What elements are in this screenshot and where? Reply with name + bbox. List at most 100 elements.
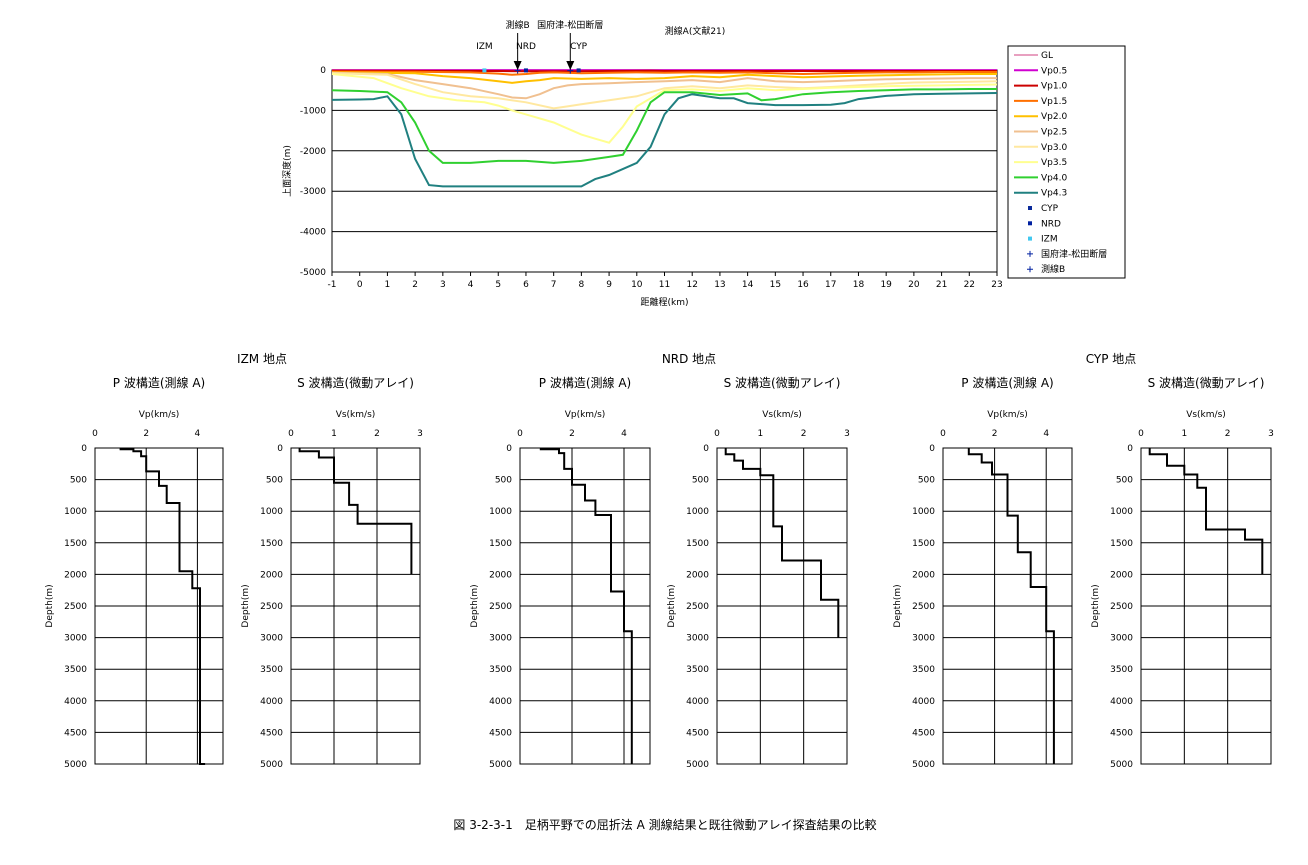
annotation-label: IZM (476, 42, 493, 52)
panel-x-axis-label: Vp(km/s) (565, 410, 606, 420)
series-line (332, 74, 997, 143)
panel-x-axis-label: Vp(km/s) (139, 410, 180, 420)
x-tick-label: 1 (385, 280, 391, 290)
panel-x-tick-label: 3 (844, 429, 850, 439)
legend-label: Vp1.0 (1041, 82, 1067, 92)
legend-label: GL (1041, 51, 1053, 61)
x-tick-label: 8 (579, 280, 585, 290)
panel-x-tick-label: 2 (569, 429, 575, 439)
panel-x-tick-label: 0 (1138, 429, 1144, 439)
x-tick-label: 7 (551, 280, 557, 290)
panel-y-tick-label: 5000 (260, 760, 283, 770)
x-tick-label: 2 (412, 280, 418, 290)
annotation-label: 測線A(文献21) (665, 25, 726, 37)
panel-y-tick-label: 1500 (1110, 539, 1133, 549)
series-point (524, 68, 528, 72)
x-tick-label: 0 (357, 280, 363, 290)
y-tick-label: 0 (320, 66, 326, 76)
panel-y-tick-label: 4500 (489, 728, 512, 738)
site-title: NRD 地点 (662, 352, 716, 366)
x-tick-label: 4 (468, 280, 474, 290)
legend-label: IZM (1041, 235, 1058, 245)
legend-label: Vp3.5 (1041, 158, 1067, 168)
panel-y-tick-label: 2000 (64, 570, 87, 580)
legend-label: NRD (1041, 219, 1061, 229)
panel-x-tick-label: 1 (1181, 429, 1187, 439)
series-line (332, 93, 997, 186)
panel-y-axis-label: Depth(m) (45, 584, 55, 627)
panel-x-tick-label: 2 (374, 429, 380, 439)
panel-y-tick-label: 1500 (912, 539, 935, 549)
panel-y-tick-label: 1000 (489, 507, 512, 517)
panel-x-tick-label: 3 (1268, 429, 1274, 439)
arrow-head (514, 61, 522, 70)
panel-y-tick-label: 4500 (64, 728, 87, 738)
y-tick-label: -1000 (300, 106, 326, 116)
panel-y-tick-label: 5000 (912, 760, 935, 770)
panel-y-tick-label: 0 (929, 444, 935, 454)
panel-y-tick-label: 4000 (686, 697, 709, 707)
panel-y-tick-label: 3500 (489, 665, 512, 675)
panel-x-tick-label: 1 (757, 429, 763, 439)
panel-y-tick-label: 3000 (686, 634, 709, 644)
panel-y-tick-label: 3500 (912, 665, 935, 675)
annotation-label: CYP (570, 42, 588, 52)
panel-x-tick-label: 4 (1043, 429, 1049, 439)
panel-y-tick-label: 2500 (912, 602, 935, 612)
arrow-head (566, 61, 574, 70)
panel-y-tick-label: 2000 (912, 570, 935, 580)
panel-x-tick-label: 0 (714, 429, 720, 439)
panel-y-tick-label: 4500 (1110, 728, 1133, 738)
x-tick-label: 19 (880, 280, 892, 290)
panel-y-axis-label: Depth(m) (893, 584, 903, 627)
figure-caption: 図 3-2-3-1 足柄平野での屈折法 A 測線結果と既往微動アレイ探査結果の比… (453, 817, 876, 832)
panel-y-tick-label: 4500 (686, 728, 709, 738)
panel-y-tick-label: 2000 (260, 570, 283, 580)
panel-y-tick-label: 5000 (64, 760, 87, 770)
panel-x-tick-label: 1 (331, 429, 337, 439)
legend-label: Vp4.3 (1041, 189, 1067, 199)
legend-label: 国府津-松田断層 (1041, 248, 1107, 260)
panel-title: P 波構造(測線 A) (539, 375, 631, 390)
panel-y-tick-label: 0 (81, 444, 87, 454)
legend-swatch (1028, 237, 1032, 241)
panel-y-tick-label: 1500 (64, 539, 87, 549)
panel-y-tick-label: 0 (1127, 444, 1133, 454)
legend-label: 測線B (1041, 263, 1065, 275)
x-tick-label: 11 (659, 280, 670, 290)
panel-y-tick-label: 1000 (64, 507, 87, 517)
panel-y-tick-label: 4000 (1110, 697, 1133, 707)
legend-label: Vp4.0 (1041, 173, 1067, 183)
legend-swatch (1028, 221, 1032, 225)
panel-y-tick-label: 1000 (260, 507, 283, 517)
panel-x-tick-label: 0 (288, 429, 294, 439)
panel-y-tick-label: 4500 (260, 728, 283, 738)
panel-y-tick-label: 4000 (64, 697, 87, 707)
x-tick-label: 22 (964, 280, 975, 290)
legend-label: Vp0.5 (1041, 66, 1067, 76)
panel-x-tick-label: 0 (517, 429, 523, 439)
panel-y-tick-label: 500 (495, 476, 512, 486)
panel-x-tick-label: 2 (992, 429, 998, 439)
y-tick-label: -3000 (300, 187, 326, 197)
panel-x-axis-label: Vs(km/s) (1186, 410, 1226, 420)
panel-y-tick-label: 3000 (1110, 634, 1133, 644)
panel-x-tick-label: 2 (801, 429, 807, 439)
x-tick-label: 12 (686, 280, 697, 290)
y-tick-label: -2000 (300, 147, 326, 157)
panel-y-tick-label: 3000 (64, 634, 87, 644)
panel-x-axis-label: Vs(km/s) (336, 410, 376, 420)
panel-title: S 波構造(微動アレイ) (724, 376, 841, 390)
plot-frame (332, 70, 997, 272)
panel-y-tick-label: 500 (1116, 476, 1133, 486)
panel-y-axis-label: Depth(m) (470, 584, 480, 627)
x-tick-label: 13 (714, 280, 725, 290)
panel-y-tick-label: 500 (692, 476, 709, 486)
panel-y-tick-label: 5000 (1110, 760, 1133, 770)
